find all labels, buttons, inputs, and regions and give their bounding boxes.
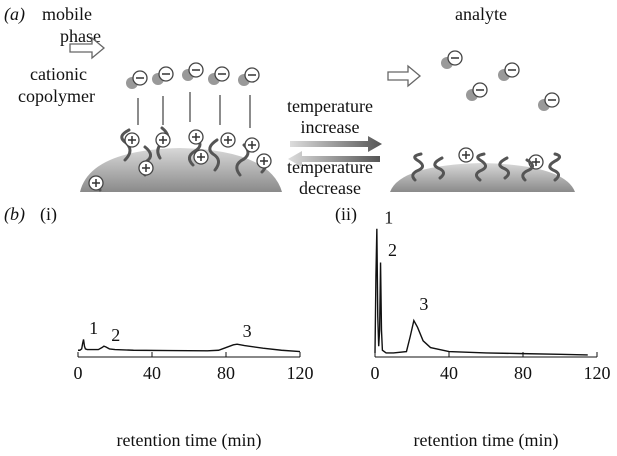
peak-label: 1 [384,207,393,227]
substrate [390,163,575,192]
x-tick-label: 120 [287,363,314,383]
peak-label: 3 [419,294,428,314]
x-tick-label: 80 [514,363,532,383]
label: analyte [455,4,507,24]
label: cationic [30,64,87,84]
label: temperature [287,96,373,116]
panel-label: (i) [40,204,57,225]
x-tick-label: 40 [440,363,458,383]
trace [374,228,588,356]
x-axis-label: retention time (min) [414,430,559,451]
panel-label: (a) [4,4,25,25]
trace [78,339,301,353]
x-tick-label: 0 [371,363,380,383]
interaction-arrow [137,92,251,128]
panel-label: (b) [4,204,25,225]
label: phase [60,26,101,46]
x-tick-label: 0 [74,363,83,383]
flow-arrow [69,36,106,60]
peak-label: 2 [111,325,120,345]
peak-label: 3 [243,321,252,341]
x-tick-label: 80 [217,363,235,383]
peak-label: 2 [388,240,397,260]
anion [126,50,560,111]
label: increase [301,117,360,137]
label: mobile [42,4,92,24]
label: decrease [299,178,361,198]
x-tick-label: 120 [584,363,611,383]
label: copolymer [18,86,95,106]
flow-arrow [387,64,422,88]
x-tick-label: 40 [143,363,161,383]
temp-arrow [290,136,382,152]
copolymer [411,152,562,182]
panel-label: (ii) [335,204,357,225]
peak-label: 1 [89,318,98,338]
temp-arrow [288,151,380,167]
x-axis-label: retention time (min) [117,430,262,451]
substrate [80,148,282,192]
